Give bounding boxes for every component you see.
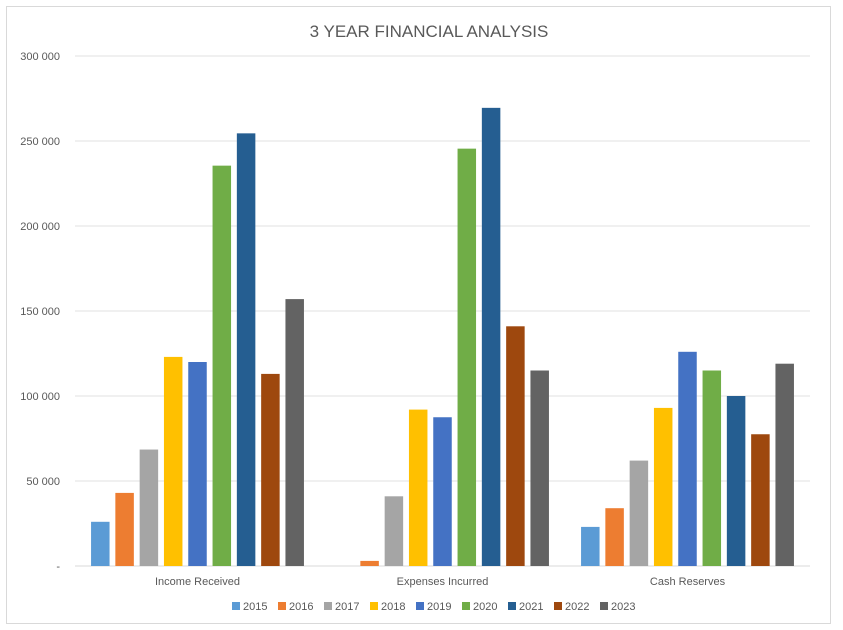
bar-2017: [384, 496, 404, 566]
legend-swatch-2016: [278, 602, 286, 610]
legend-label-2019: 2019: [427, 601, 451, 613]
x-tick-label: Income Received: [155, 576, 240, 588]
bar-2022: [261, 373, 280, 566]
bar-2015: [91, 521, 110, 566]
bar-2017: [629, 460, 649, 566]
bar-2018: [408, 409, 428, 566]
legend-label-2023: 2023: [611, 601, 635, 613]
bar-2020: [212, 165, 232, 566]
bar-2022: [751, 434, 770, 566]
bars: [91, 107, 794, 566]
bar-2022: [506, 326, 525, 566]
bar-2015: [581, 526, 600, 566]
y-tick-label: -: [56, 561, 60, 573]
legend-swatch-2015: [232, 602, 240, 610]
x-tick-label: Expenses Incurred: [397, 576, 489, 588]
bar-2019: [433, 417, 452, 566]
axes: - 50 000 100 000 150 000 200 000 250 000 300 0…: [20, 51, 725, 588]
bar-2023: [530, 370, 549, 566]
bar-2016: [605, 508, 624, 566]
y-tick-label: 200 000: [20, 221, 60, 233]
legend: 2015 2016 2017 2018 2019 2020 2021 2022 2023: [232, 601, 635, 613]
bar-2018: [163, 356, 183, 566]
x-tick-label: Cash Reserves: [650, 576, 726, 588]
bar-2016: [115, 492, 134, 566]
legend-label-2015: 2015: [243, 601, 267, 613]
bar-2020: [457, 148, 477, 566]
bar-2020: [702, 370, 722, 566]
bar-2019: [188, 362, 207, 566]
y-tick-label: 150 000: [20, 306, 60, 318]
legend-label-2017: 2017: [335, 601, 359, 613]
legend-swatch-2023: [600, 602, 608, 610]
legend-label-2018: 2018: [381, 601, 405, 613]
y-tick-label: 250 000: [20, 136, 60, 148]
bar-2018: [653, 407, 673, 566]
bar-2021: [481, 107, 501, 566]
bar-2023: [775, 363, 794, 566]
bar-2023: [285, 299, 304, 566]
legend-swatch-2021: [508, 602, 516, 610]
legend-swatch-2022: [554, 602, 562, 610]
y-tick-label: 100 000: [20, 391, 60, 403]
legend-swatch-2020: [462, 602, 470, 610]
y-tick-label: 300 000: [20, 51, 60, 63]
bar-2019: [678, 351, 697, 566]
legend-label-2016: 2016: [289, 601, 313, 613]
chart-title: 3 YEAR FINANCIAL ANALYSIS: [310, 22, 549, 41]
bar-2021: [726, 396, 746, 566]
legend-swatch-2019: [416, 602, 424, 610]
legend-swatch-2017: [324, 602, 332, 610]
bar-2017: [139, 449, 159, 566]
y-tick-label: 50 000: [26, 476, 60, 488]
legend-label-2020: 2020: [473, 601, 497, 613]
legend-swatch-2018: [370, 602, 378, 610]
legend-label-2021: 2021: [519, 601, 543, 613]
legend-label-2022: 2022: [565, 601, 589, 613]
bar-2016: [360, 560, 379, 566]
bar-2021: [236, 133, 256, 566]
